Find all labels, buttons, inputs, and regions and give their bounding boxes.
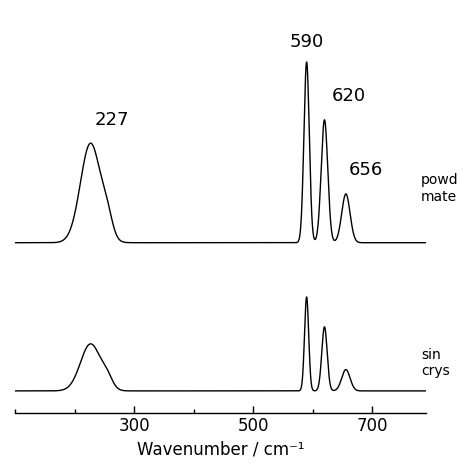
Text: 620: 620 xyxy=(332,87,366,105)
Text: 227: 227 xyxy=(94,111,128,129)
Text: powd
mate: powd mate xyxy=(421,173,458,204)
Text: 590: 590 xyxy=(290,33,324,51)
X-axis label: Wavenumber / cm⁻¹: Wavenumber / cm⁻¹ xyxy=(137,441,304,459)
Text: sin
crys: sin crys xyxy=(421,347,450,378)
Text: 656: 656 xyxy=(348,162,383,180)
